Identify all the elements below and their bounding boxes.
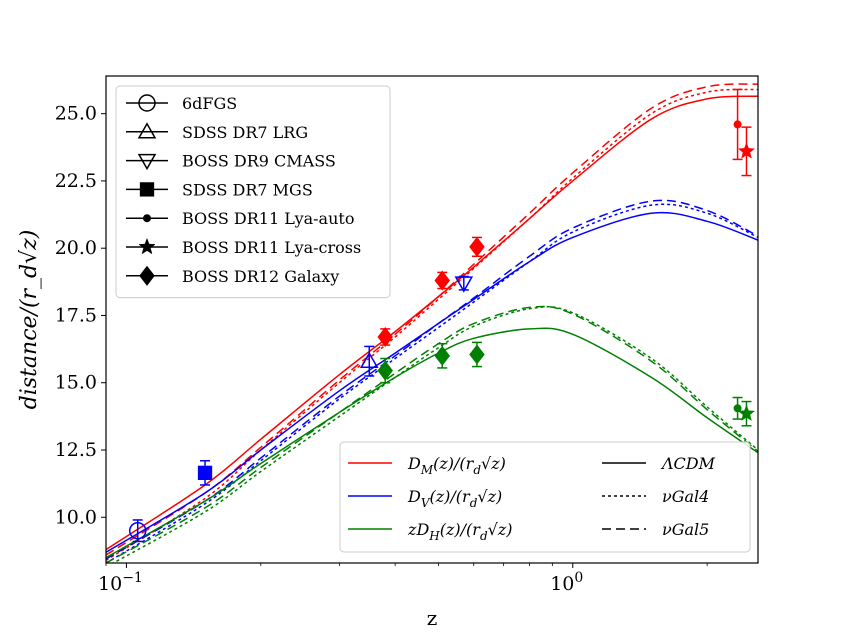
legend-label: νGal5: [662, 520, 709, 539]
data-point-boss-dr12-galaxy-dm: [377, 326, 393, 348]
legend-entry: BOSS DR9 CMASS: [126, 152, 336, 171]
curve-dv-lcdm: [106, 211, 758, 553]
legend-entry: BOSS DR11 Lya-auto: [126, 209, 354, 228]
legend-quantity: zDH(z)/(rd√z): [348, 520, 513, 543]
curve-dm-nugal5: [106, 83, 758, 556]
data-point-sdss-dr7-mgs-dv: [197, 460, 213, 486]
legend-label: SDSS DR7 LRG: [182, 123, 308, 142]
legend-surveys-frame: [115, 85, 391, 299]
y-axis-label: distance/(r_d√z): [17, 230, 42, 410]
marker-diamond: [434, 345, 450, 366]
legend-marker-square: [139, 182, 155, 197]
legend-marker-triangle-down: [137, 153, 157, 171]
legend-quantity: DV(z)/(rd√z): [348, 487, 502, 510]
data-point-boss-dr12-galaxy-dh: [469, 341, 485, 368]
legend-label: BOSS DR11 Lya-auto: [182, 209, 354, 228]
marker-triangle-down: [454, 276, 474, 293]
curve-dm-lcdm: [106, 95, 758, 551]
x-tick-label: 100: [550, 570, 583, 595]
legend-label: SDSS DR7 MGS: [182, 180, 313, 199]
legend-entry: BOSS DR11 Lya-cross: [126, 237, 361, 257]
legend-marker-diamond: [139, 265, 155, 286]
legend-model: ΛCDM: [602, 454, 716, 473]
legend-quantity: DM(z)/(rd√z): [348, 454, 506, 477]
marker-star: [737, 404, 756, 422]
marker-triangle-up: [359, 351, 379, 368]
legend-marker-triangle-up: [137, 122, 157, 139]
y-tick-label: 15.0: [55, 372, 97, 394]
legend-label: BOSS DR12 Galaxy: [182, 267, 339, 286]
legend-marker-star: [138, 237, 156, 255]
legend-model: νGal4: [602, 487, 709, 506]
legend-entry: SDSS DR7 LRG: [126, 122, 308, 142]
data-point-boss-dr12-galaxy-dh: [377, 357, 393, 384]
curve-zdh-lcdm: [106, 327, 758, 559]
legend-models-frame: [339, 441, 751, 553]
marker-diamond: [377, 326, 393, 348]
data-point-sdss-dr7-lrg-dv: [359, 345, 379, 377]
legend-label: DM(z)/(rd√z): [407, 454, 506, 477]
data-point-boss-dr12-galaxy-dm: [469, 236, 485, 258]
y-tick-label: 20.0: [55, 237, 97, 259]
data-point-6dfgs-dv: [128, 519, 147, 543]
legend-entry: BOSS DR12 Galaxy: [126, 265, 339, 286]
legend-model: νGal5: [602, 520, 709, 539]
y-tick-label: 10.0: [55, 506, 97, 528]
marker-star: [737, 142, 756, 159]
y-tick-label: 17.5: [55, 304, 97, 326]
marker-circle: [128, 521, 147, 540]
legend-marker-dot: [143, 214, 151, 223]
data-point-boss-dr11-lya-auto-dh: [732, 396, 743, 420]
data-point-boss-dr12-galaxy-dh: [434, 342, 450, 369]
marker-diamond: [469, 236, 485, 257]
marker-diamond: [377, 360, 393, 381]
curve-dv-nugal5: [106, 199, 758, 560]
x-tick-label: 10−1: [98, 570, 143, 595]
legend-label: ΛCDM: [660, 454, 716, 473]
legend-label: zDH(z)/(rd√z): [407, 520, 513, 543]
model-curves: [106, 83, 758, 563]
data-points: [128, 88, 756, 543]
curve-dm-nugal4: [106, 88, 758, 561]
legend-label: BOSS DR9 CMASS: [182, 152, 336, 171]
marker-diamond: [469, 344, 485, 365]
y-tick-label: 25.0: [55, 103, 97, 125]
y-tick-label: 22.5: [55, 170, 97, 192]
x-axis-label: z: [427, 606, 438, 630]
legend-marker-circle: [138, 94, 156, 112]
legend-label: DV(z)/(rd√z): [407, 487, 502, 510]
marker-square: [197, 465, 213, 481]
legend-label: νGal4: [662, 487, 709, 506]
data-point-boss-dr11-lya-auto-dm: [732, 88, 743, 161]
marker-dot: [733, 120, 742, 129]
legend-models: DM(z)/(rd√z) DV(z)/(rd√z) zDH(z)/(rd√z) ΛCD…: [339, 441, 751, 553]
legend-surveys: 6dFGS SDSS DR7 LRG BOSS DR9 CMASS SDSS DR7 …: [115, 85, 391, 299]
data-point-boss-dr11-lya-cross-dm: [737, 126, 756, 177]
curve-zdh-nugal5: [106, 305, 758, 563]
legend-entry: SDSS DR7 MGS: [126, 180, 313, 199]
legend-label: BOSS DR11 Lya-cross: [182, 238, 361, 257]
marker-dot: [733, 404, 742, 413]
data-point-boss-dr12-galaxy-dm: [434, 270, 450, 291]
plot-frame: [105, 75, 759, 564]
y-tick-label: 12.5: [55, 439, 97, 461]
data-point-boss-dr11-lya-cross-dh: [737, 400, 756, 427]
data-point-boss-dr9-cmass-dv: [454, 275, 474, 293]
legend-entry: 6dFGS: [126, 94, 237, 113]
legend-label: 6dFGS: [182, 94, 237, 113]
marker-diamond: [434, 270, 450, 291]
